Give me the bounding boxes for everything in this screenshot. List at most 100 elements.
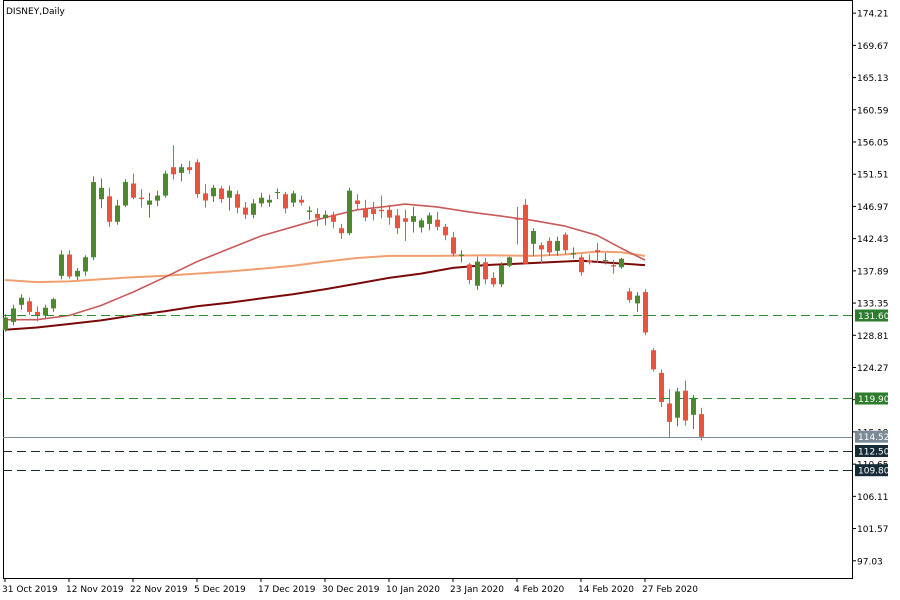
candle-body [467, 264, 472, 280]
candles [3, 145, 704, 441]
candle-body [275, 192, 280, 193]
candle-body [291, 193, 296, 203]
candle [643, 289, 648, 336]
x-tick-label: 14 Feb 2020 [578, 585, 634, 595]
candle [299, 195, 304, 206]
current-price-tag-label: 114.52 [858, 433, 890, 443]
candle-body [523, 204, 528, 264]
candle-body [43, 307, 48, 316]
candle [675, 387, 680, 427]
candle [51, 297, 56, 312]
candle [27, 297, 32, 315]
candle [331, 211, 336, 229]
candle-body [163, 173, 168, 196]
candle [635, 292, 640, 312]
candle-body [507, 257, 512, 266]
candle [467, 263, 472, 285]
candle [459, 250, 464, 263]
current-price-tag-box [855, 430, 888, 443]
chart-title: DISNEY,Daily [6, 7, 66, 17]
candle [83, 255, 88, 276]
candle [603, 253, 608, 265]
candle [611, 260, 616, 274]
level-tag: 119.90 [855, 392, 890, 405]
candle-body [147, 200, 152, 205]
candle-body [427, 215, 432, 224]
candle [387, 204, 392, 225]
candle [699, 407, 704, 441]
candle [275, 188, 280, 200]
candle-body [459, 254, 464, 256]
candle [555, 236, 560, 256]
x-tick-label: 30 Dec 2019 [322, 585, 380, 595]
candle [259, 192, 264, 207]
candle [395, 209, 400, 234]
candle-body [603, 260, 608, 262]
candle [531, 228, 536, 256]
y-tick-label: 156.05 [857, 139, 889, 149]
candle-body [91, 182, 96, 258]
candle [691, 394, 696, 429]
candle [507, 256, 512, 268]
candle [579, 254, 584, 276]
x-tick-label: 10 Jan 2020 [386, 585, 440, 595]
y-axis: 174.21 169.67 165.13 160.59 156.05 151.51 146.… [852, 10, 889, 567]
ma-slow-line [4, 259, 646, 331]
candle [3, 314, 8, 332]
candle-body [403, 218, 408, 222]
candle [651, 348, 656, 372]
candle [315, 208, 320, 227]
y-tick-label: 133.35 [857, 300, 889, 310]
level-tag-box [855, 464, 888, 477]
plot-border [3, 0, 853, 579]
candle-body [683, 390, 688, 421]
candle-body [155, 195, 160, 201]
candle-body [411, 216, 416, 222]
candle-body [547, 241, 552, 253]
candle-body [643, 292, 648, 333]
moving-averages [4, 203, 646, 331]
candle [595, 243, 600, 263]
level-tag: 131.60 [855, 309, 890, 322]
x-axis: 31 Oct 2019 12 Nov 2019 22 Nov 2019 5 Dec 2… [2, 578, 698, 595]
candle-body [491, 277, 496, 285]
candle [131, 173, 136, 200]
y-tick-label: 146.97 [857, 203, 889, 213]
candle-body [171, 167, 176, 175]
x-tick-label: 5 Dec 2019 [194, 585, 246, 595]
x-tick-label: 31 Oct 2019 [2, 585, 58, 595]
x-tick-label: 4 Feb 2020 [514, 585, 565, 595]
candle [355, 194, 360, 210]
candle [563, 232, 568, 255]
candle-body [435, 219, 440, 227]
candle-body [299, 199, 304, 203]
candle [667, 389, 672, 438]
candle-body [555, 241, 560, 251]
candle [571, 247, 576, 259]
candle-body [195, 162, 200, 195]
candle-body [331, 214, 336, 222]
candle [291, 190, 296, 207]
candle [443, 224, 448, 241]
candle [251, 199, 256, 219]
y-tick-label: 160.59 [857, 106, 889, 116]
y-tick-label: 128.81 [857, 332, 889, 342]
candle-body [499, 265, 504, 285]
y-tick-label: 137.89 [857, 267, 889, 277]
candle [203, 184, 208, 208]
level-tag-label: 112.50 [858, 448, 890, 458]
candle-body [27, 301, 32, 312]
candle [147, 192, 152, 218]
candle [419, 218, 424, 233]
candle-body [539, 245, 544, 250]
candle-body [563, 234, 568, 251]
candle [339, 224, 344, 239]
level-tag: 109.80 [855, 464, 890, 477]
candle [91, 176, 96, 261]
candle [371, 202, 376, 221]
candle-body [139, 197, 144, 200]
candle-body [419, 220, 424, 228]
candle [219, 186, 224, 203]
candle [683, 380, 688, 426]
